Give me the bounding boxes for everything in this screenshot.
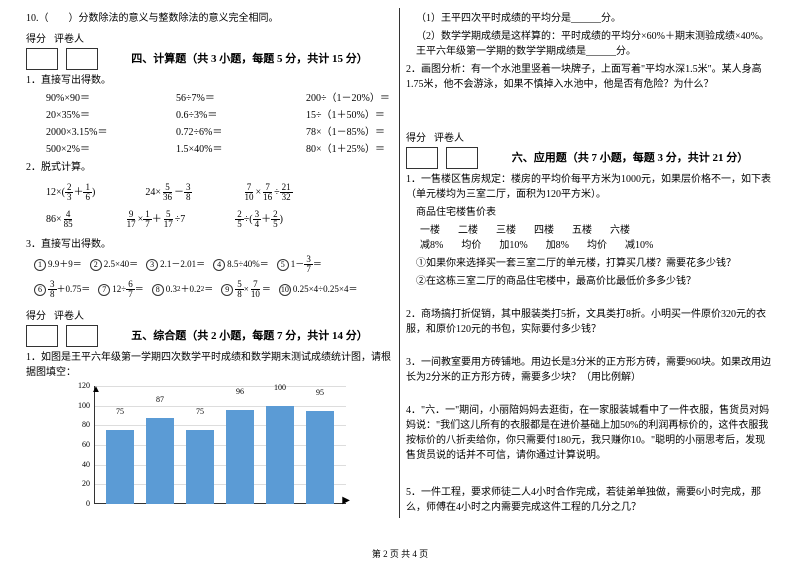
- expr-row: 86×485 917×17＋517÷7 25÷(34＋25): [26, 210, 393, 229]
- section6-title: 六、应用题（共 7 小题，每题 3 分，共计 21 分）: [486, 150, 774, 167]
- grader-label: 评卷人: [54, 32, 84, 47]
- grader-box: [66, 325, 98, 347]
- calc-row: 2000×3.15%＝0.72÷6%＝78×（1－85%）＝: [26, 125, 393, 140]
- calc-row: 20×35%＝0.6÷3%＝15÷（1＋50%）＝: [26, 108, 393, 123]
- sec4-p1: 1．直接写出得数。: [26, 73, 393, 88]
- table-title: 商品住宅楼售价表: [406, 205, 774, 220]
- section6-header: 得分 评卷人: [406, 131, 774, 146]
- sec6-q1b: ②在这栋三室二厅的商品住宅楼中，最高价比最低价多多少钱？: [406, 274, 774, 289]
- sec4-p3: 3．直接写出得数。: [26, 237, 393, 252]
- sec6-p3: 3．一间教室要用方砖铺地。用边长是3分米的正方形方砖，需要960块。如果改用边长…: [406, 355, 774, 385]
- quick-calc-row: 19.9＋9＝ 22.5×40＝ 3 2.1－2.01＝ 4 8.5÷40%＝ …: [26, 255, 393, 274]
- calc-row: 500×2%＝1.5×40%＝80×（1＋25%）＝: [26, 142, 393, 157]
- table-header: 一楼二楼三楼四楼五楼六楼: [406, 223, 774, 238]
- score-label: 得分: [406, 131, 426, 146]
- sec6-p2: 2．商场搞打折促销，其中服装类打5折，文具类打8折。小明买一件原价320元的衣服…: [406, 307, 774, 337]
- grader-label: 评卷人: [434, 131, 464, 146]
- question-10: 10.（ ）分数除法的意义与整数除法的意义完全相同。: [26, 11, 393, 26]
- score-box: [26, 325, 58, 347]
- sec6-p4: 4．"六．一"期间，小丽陪妈妈去逛街，在一家服装城看中了一件衣服，售货员对妈妈说…: [406, 403, 774, 463]
- sec4-p2: 2．脱式计算。: [26, 160, 393, 175]
- sec6-p5: 5．一件工程，要求师徒二人4小时合作完成，若徒弟单独做，需要6小时完成，那么，师…: [406, 485, 774, 515]
- expr-row: 12×(23＋16) 24×536－38 710×716÷2132: [26, 183, 393, 202]
- section4-title: 四、计算题（共 3 小题，每题 5 分，共计 15 分）: [106, 51, 393, 68]
- score-label: 得分: [26, 32, 46, 47]
- quick-calc-row: 638＋0.75＝ 7 12÷67＝ 8 0.32＋0.22＝ 9 58×710…: [26, 280, 393, 299]
- section5-title: 五、综合题（共 2 小题，每题 7 分，共计 14 分）: [106, 328, 393, 345]
- grader-box: [66, 48, 98, 70]
- section4-header: 得分 评卷人: [26, 32, 393, 47]
- sec6-p1: 1．一售楼区售房规定：楼房的平均价每平方米为1000元，如果层价格不一，如下表（…: [406, 172, 774, 202]
- page-footer: 第 2 页 共 4 页: [0, 548, 800, 562]
- sec6-q1a: ①如果你来选择买一套三室二厅的单元楼，打算买几楼？需要花多少钱？: [406, 256, 774, 271]
- calc-row: 90%×90＝56÷7%＝200÷（1－20%）＝: [26, 91, 393, 106]
- section5-header: 得分 评卷人: [26, 309, 393, 324]
- grader-box: [446, 147, 478, 169]
- r1: （1）王平四次平时成绩的平均分是______分。: [406, 11, 774, 26]
- sec5-p1: 1．如图是王平六年级第一学期四次数学平时成绩和数学期末测试成绩统计图，请根据图填…: [26, 350, 393, 380]
- grader-label: 评卷人: [54, 309, 84, 324]
- bar-chart: 020406080100120▲▶7587759610095: [66, 386, 346, 516]
- r2: （2）数学学期成绩是这样算的：平时成绩的平均分×60%＋期末测验成绩×40%。王…: [406, 29, 774, 59]
- r3: 2．画图分析：有一个水池里竖着一块牌子，上面写着"平均水深1.5米"。某人身高1…: [406, 62, 774, 92]
- table-row: 减8%均价加10%加8%均价减10%: [406, 238, 774, 253]
- score-label: 得分: [26, 309, 46, 324]
- score-box: [406, 147, 438, 169]
- score-box: [26, 48, 58, 70]
